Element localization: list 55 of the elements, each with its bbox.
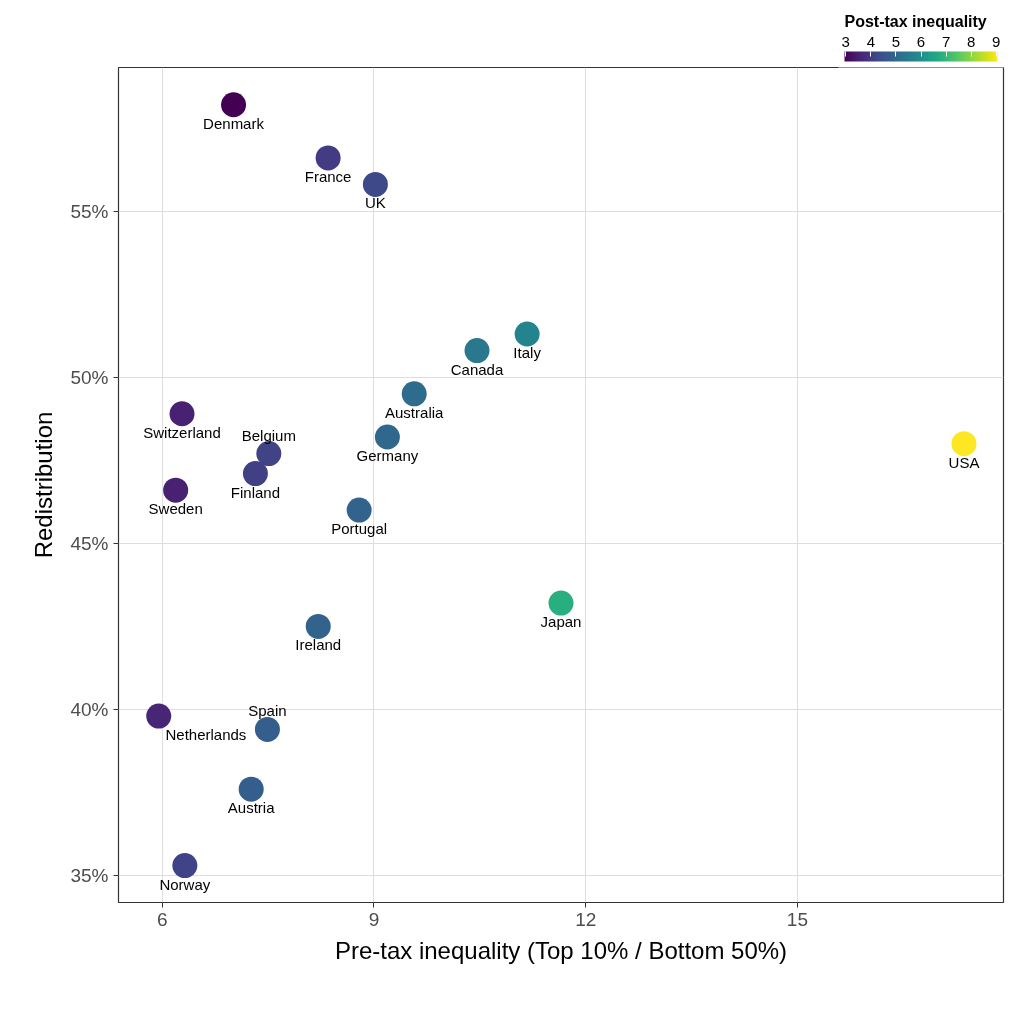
y-tick-label: 40% [70, 698, 109, 720]
point [548, 590, 574, 616]
annotation: Austria [227, 799, 276, 817]
annotation: Norway [159, 875, 211, 893]
point [169, 401, 195, 427]
point [951, 431, 977, 457]
point [146, 703, 172, 729]
annotation: Finland [230, 483, 281, 501]
y-tick-label: 55% [70, 200, 109, 222]
annotation: Switzerland [143, 423, 221, 441]
annotation: USA [948, 453, 980, 471]
x-tick-label: 6 [156, 908, 168, 930]
annotation: Australia [385, 403, 445, 421]
annotation: Germany [356, 446, 419, 464]
annotation: Portugal [331, 520, 388, 538]
annotation: Belgium [241, 426, 296, 444]
point [401, 381, 427, 407]
point [514, 321, 540, 347]
annotation: Japan [540, 613, 582, 631]
annotation: Denmark [203, 114, 265, 132]
color-bar-label: 8 [966, 32, 976, 50]
point [163, 477, 189, 503]
point [362, 171, 388, 197]
point [238, 776, 264, 802]
y-tick-label: 50% [70, 366, 109, 388]
y-axis-title: Redistribution [30, 411, 58, 559]
annotation: Italy [513, 343, 542, 361]
color-bar-label: 5 [891, 32, 901, 50]
annotation: Sweden [148, 500, 203, 518]
annotation: Netherlands [165, 726, 247, 744]
x-axis-title: Pre-tax inequality (Top 10% / Bottom 50%) [334, 936, 788, 964]
point [346, 497, 372, 523]
y-tick-label: 35% [70, 865, 109, 887]
point [221, 92, 247, 118]
annotation: UK [364, 194, 386, 212]
point [315, 145, 341, 171]
annotation: Ireland [295, 636, 342, 654]
color-bar-label: 3 [841, 32, 850, 50]
point [464, 338, 490, 364]
annotation: France [304, 167, 352, 185]
x-tick-label: 9 [368, 908, 380, 930]
point [242, 461, 268, 487]
color-bar-label: 6 [916, 32, 926, 50]
color-bar-label: 9 [992, 32, 1001, 50]
point [374, 424, 400, 450]
annotation: Canada [450, 360, 504, 378]
color-bar-label: 4 [866, 32, 876, 50]
point [172, 853, 198, 879]
y-tick-label: 45% [70, 532, 109, 554]
annotation: Spain [248, 702, 287, 720]
x-tick-label: 15 [786, 908, 808, 930]
point [305, 613, 331, 639]
color-bar-title: Post-tax inequality [844, 12, 987, 30]
x-tick-label: 12 [575, 908, 597, 930]
color-bar-label: 7 [941, 32, 951, 50]
